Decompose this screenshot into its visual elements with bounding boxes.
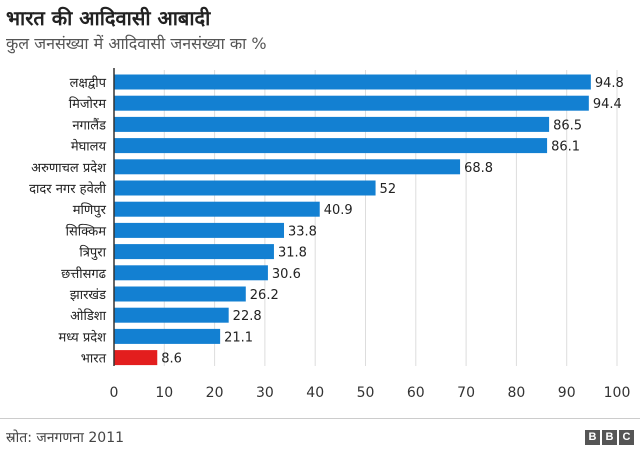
bar xyxy=(114,180,376,196)
value-label: 86.1 xyxy=(551,140,580,155)
x-tick-label: 80 xyxy=(507,385,525,401)
x-tick-label: 60 xyxy=(407,385,425,401)
category-label: मणिपुर xyxy=(73,202,107,218)
bbc-logo-letter: C xyxy=(619,430,634,445)
bar xyxy=(114,222,285,238)
value-label: 40.9 xyxy=(324,203,353,218)
bar xyxy=(114,328,221,344)
value-label: 94.8 xyxy=(595,76,624,91)
x-tick-label: 40 xyxy=(306,385,324,401)
value-label: 22.8 xyxy=(233,309,262,324)
value-label: 21.1 xyxy=(224,330,253,345)
bar xyxy=(114,265,268,281)
category-label: नगालैंड xyxy=(72,117,107,133)
category-label: मेघालय xyxy=(71,139,107,155)
bar xyxy=(114,350,158,366)
bar xyxy=(114,116,550,132)
category-label: ओडिशा xyxy=(70,308,106,324)
category-label: दादर नगर हवेली xyxy=(29,181,107,197)
value-label: 68.8 xyxy=(464,161,493,176)
x-tick-label: 100 xyxy=(604,385,631,401)
x-tick-label: 90 xyxy=(558,385,576,401)
bar xyxy=(114,95,589,111)
category-label: लक्षद्वीप xyxy=(70,75,107,91)
value-label: 26.2 xyxy=(250,288,279,303)
bbc-logo-letter: B xyxy=(602,430,617,445)
x-tick-label: 30 xyxy=(256,385,274,401)
category-label: सिक्किम xyxy=(66,223,107,239)
value-label: 31.8 xyxy=(278,246,307,261)
value-label: 52 xyxy=(380,182,397,197)
bar xyxy=(114,74,591,90)
category-label: मिजोरम xyxy=(69,96,106,112)
category-label: छत्तीसगढ xyxy=(61,266,107,282)
value-label: 30.6 xyxy=(272,267,301,282)
category-label: झारखंड xyxy=(70,288,107,303)
bar xyxy=(114,201,320,217)
bar xyxy=(114,138,548,154)
value-label: 86.5 xyxy=(553,118,582,133)
bar xyxy=(114,244,274,260)
bar xyxy=(114,159,461,175)
category-label: मध्य प्रदेश xyxy=(59,329,108,345)
x-tick-label: 50 xyxy=(357,385,375,401)
category-label: अरुणाचल प्रदेश xyxy=(31,160,107,176)
source-note: स्रोत: जनगणना 2011 xyxy=(6,430,125,446)
chart-title: भारत की आदिवासी आबादी xyxy=(6,6,211,30)
x-tick-label: 70 xyxy=(457,385,475,401)
value-label: 33.8 xyxy=(288,224,317,239)
bar xyxy=(114,286,246,302)
x-tick-label: 20 xyxy=(206,385,224,401)
value-label: 8.6 xyxy=(161,352,182,367)
x-tick-label: 0 xyxy=(110,385,119,401)
bbc-logo-letter: B xyxy=(585,430,600,445)
chart-subtitle: कुल जनसंख्या में आदिवासी जनसंख्या का % xyxy=(6,34,267,53)
bbc-logo: B B C xyxy=(585,430,634,445)
bar xyxy=(114,307,229,323)
x-tick-label: 10 xyxy=(155,385,173,401)
value-label: 94.4 xyxy=(593,97,622,112)
category-label: त्रिपुरा xyxy=(79,245,106,261)
footer-divider xyxy=(0,418,640,419)
category-label: भारत xyxy=(81,352,107,367)
